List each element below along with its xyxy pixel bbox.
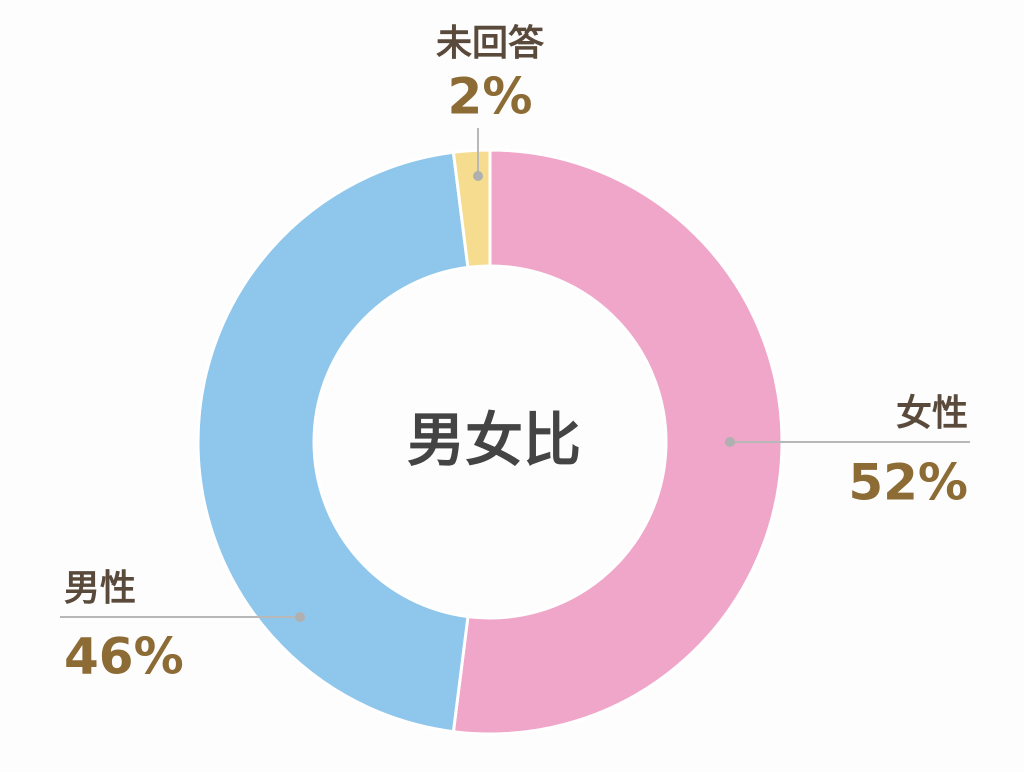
value-label: 46%: [64, 628, 184, 686]
donut: [196, 148, 784, 736]
donut-slice: [196, 150, 470, 734]
value-label: 52%: [848, 454, 968, 512]
chart-title: 男女比: [407, 406, 581, 474]
value-label: 2%: [448, 68, 533, 126]
slice-label: 女性: [896, 393, 968, 434]
slice-label: 男性: [64, 568, 136, 609]
donut-slice: [451, 148, 784, 736]
leader-dot: [473, 171, 483, 181]
leader-dot: [725, 437, 735, 447]
leader-dot: [295, 612, 305, 622]
slice-label: 未回答: [436, 23, 545, 64]
